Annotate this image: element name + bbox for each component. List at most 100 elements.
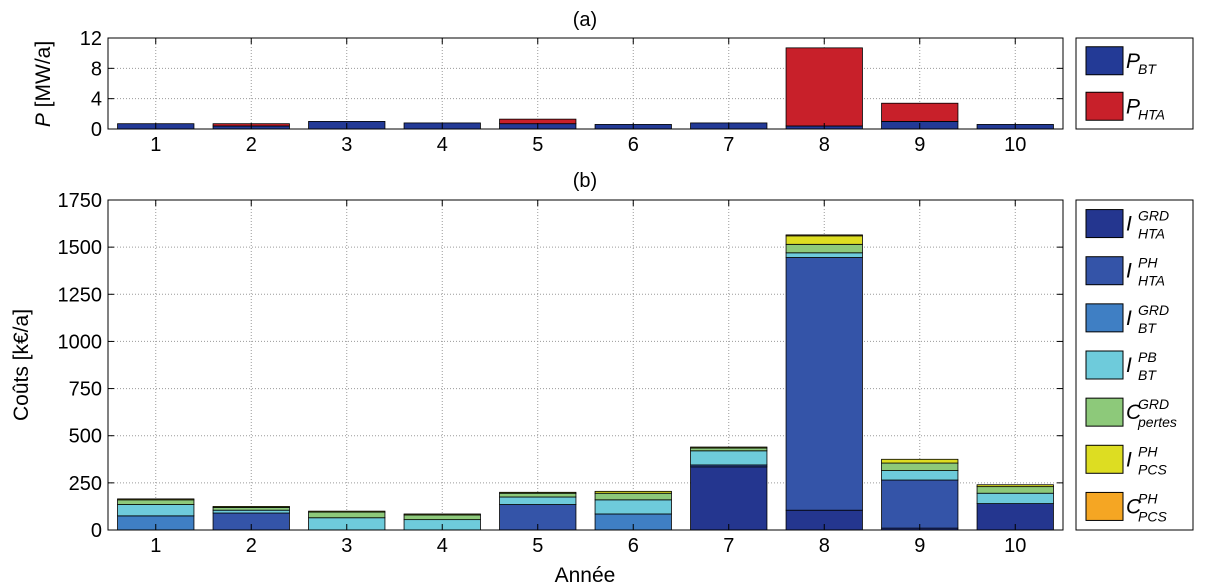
legend-swatch-b-2	[1085, 303, 1124, 333]
panel-b-xtick-label: 6	[628, 535, 639, 557]
panel-b-x-axis-label: Année	[555, 564, 616, 586]
bar-b-7-series-0	[690, 466, 768, 531]
panel-a-axes-box	[107, 37, 1064, 130]
panel-b-y-axis-label: Coûts [k€/a]	[10, 309, 33, 421]
legend-label-b-4: C	[1126, 401, 1142, 424]
bar-b-7-series-5	[690, 446, 768, 449]
bar-b-8-series-4	[785, 243, 863, 254]
panel-b-ytick-label: 0	[91, 520, 102, 542]
bar-b-5-series-3	[499, 496, 577, 505]
panel-a-y-axis-unit: [MW/a]	[32, 41, 55, 108]
panel-b: (b) 1 2 3 4 5 6 7 8 9 10 0 250 500 750 1000 1250 1500 175…	[10, 170, 1194, 586]
panel-a-ytick-label: 0	[91, 119, 102, 141]
legend-label-sub-b-3: BT	[1138, 367, 1157, 383]
bar-b-2-series-5	[212, 506, 290, 508]
bar-b-9-series-4	[881, 462, 959, 471]
bar-b-7-series-3	[690, 450, 768, 466]
panel-a-ytick-label: 8	[91, 58, 102, 80]
bar-b-9-series-5	[881, 458, 959, 464]
panel-b-axes-box	[107, 199, 1064, 531]
bar-b-2-series-3	[212, 509, 290, 514]
legend-swatch-b-5	[1085, 444, 1124, 474]
panel-a-xtick-label: 2	[246, 134, 257, 156]
legend-label-sub-b-4: pertes	[1137, 414, 1177, 430]
legend-label-sup-b-4: GRD	[1138, 396, 1169, 412]
legend-label-sub-b-6: PCS	[1138, 508, 1167, 524]
bar-b-10-series-3	[976, 492, 1054, 505]
legend-label-sup-b-1: PH	[1138, 255, 1158, 271]
legend-label-sup-b-3: PB	[1138, 349, 1157, 365]
bar-a-8-series-1	[785, 47, 863, 127]
panel-b-ytick-label: 500	[69, 426, 102, 448]
legend-label-sub-b-1: HTA	[1138, 273, 1165, 289]
panel-b-ytick-label: 1500	[58, 237, 103, 259]
panel-a-y-axis-variable: P	[32, 113, 55, 127]
bar-b-5-series-4	[499, 492, 577, 498]
panel-b-xtick-label: 5	[532, 535, 543, 557]
bar-b-8-series-6	[785, 234, 863, 237]
panel-a-xtick-label: 5	[532, 134, 543, 156]
legend-swatch-b-6	[1085, 491, 1124, 521]
legend-label-b-0: I	[1126, 213, 1132, 236]
panel-b-ytick-label: 1250	[58, 284, 103, 306]
bar-b-10-series-4	[976, 486, 1054, 494]
legend-label-b-1: I	[1126, 260, 1132, 283]
legend-label-b-6: C	[1126, 495, 1142, 518]
panel-a-xtick-label: 8	[819, 134, 830, 156]
bar-b-9-series-3	[881, 470, 959, 481]
panel-a-xtick-label: 7	[723, 134, 734, 156]
panel-b-xtick-label: 10	[1004, 535, 1026, 557]
panel-a-xtick-label: 9	[914, 134, 925, 156]
bar-b-8-series-3	[785, 252, 863, 258]
panel-a-title: (a)	[573, 9, 597, 31]
panel-a-xtick-label: 6	[628, 134, 639, 156]
legend-label-sup-b-6: PH	[1138, 490, 1158, 506]
legend-label-sub-b-2: BT	[1138, 320, 1157, 336]
panel-b-ytick-label: 250	[69, 473, 102, 495]
bar-b-6-series-5	[594, 490, 672, 494]
legend-label-b-5: I	[1126, 448, 1132, 471]
legend-label-sub-b-5: PCS	[1138, 461, 1167, 477]
legend-label-sub-a-0: BT	[1138, 61, 1157, 77]
bar-b-3-series-5	[308, 510, 386, 513]
legend-label-sup-b-0: GRD	[1138, 208, 1169, 224]
legend-label-b-2: I	[1126, 307, 1132, 330]
panel-b-ytick-label: 750	[69, 379, 102, 401]
bar-b-9-series-1	[881, 479, 959, 529]
legend-swatch-a-0	[1085, 46, 1124, 76]
panel-b-xtick-label: 1	[150, 535, 161, 557]
legend-swatch-b-0	[1085, 209, 1124, 239]
bar-b-3-series-4	[308, 511, 386, 519]
panel-b-ticks: 1 2 3 4 5 6 7 8 9 10 0 250 500 750 1000 1250 1500 1750	[58, 190, 1063, 557]
legend-label-sup-b-5: PH	[1138, 443, 1158, 459]
bar-b-10-series-5	[976, 484, 1054, 488]
bar-b-2-series-4	[212, 506, 290, 511]
legend-label-sub-a-1: HTA	[1138, 106, 1165, 122]
panel-b-xtick-label: 3	[341, 535, 352, 557]
bar-b-4-series-5	[403, 513, 481, 516]
panel-b-xtick-label: 8	[819, 535, 830, 557]
legend-label-sub-b-0: HTA	[1138, 226, 1165, 242]
panel-b-xtick-label: 9	[914, 535, 925, 557]
panel-b-xtick-label: 7	[723, 535, 734, 557]
panel-a-y-axis-label: P [MW/a]	[32, 41, 55, 127]
bar-b-6-series-4	[594, 492, 672, 501]
panel-a-xtick-label: 4	[437, 134, 448, 156]
panel-b-title: (b)	[573, 170, 597, 192]
panel-a-ytick-label: 4	[91, 89, 102, 111]
panel-a-xtick-label: 10	[1004, 134, 1026, 156]
panel-b-ytick-label: 1000	[58, 331, 103, 353]
panel-b-xtick-label: 2	[246, 535, 257, 557]
panel-a-ytick-label: 12	[80, 28, 102, 50]
legend-swatch-b-3	[1085, 350, 1124, 380]
panel-a-xtick-label: 1	[150, 134, 161, 156]
bar-b-6-series-3	[594, 499, 672, 515]
bar-b-8-series-1	[785, 257, 863, 511]
legend-swatch-a-1	[1085, 91, 1124, 121]
legend-label-a-1: P	[1126, 95, 1140, 118]
bar-b-1-series-5	[117, 498, 195, 501]
legend-swatch-b-1	[1085, 256, 1124, 286]
